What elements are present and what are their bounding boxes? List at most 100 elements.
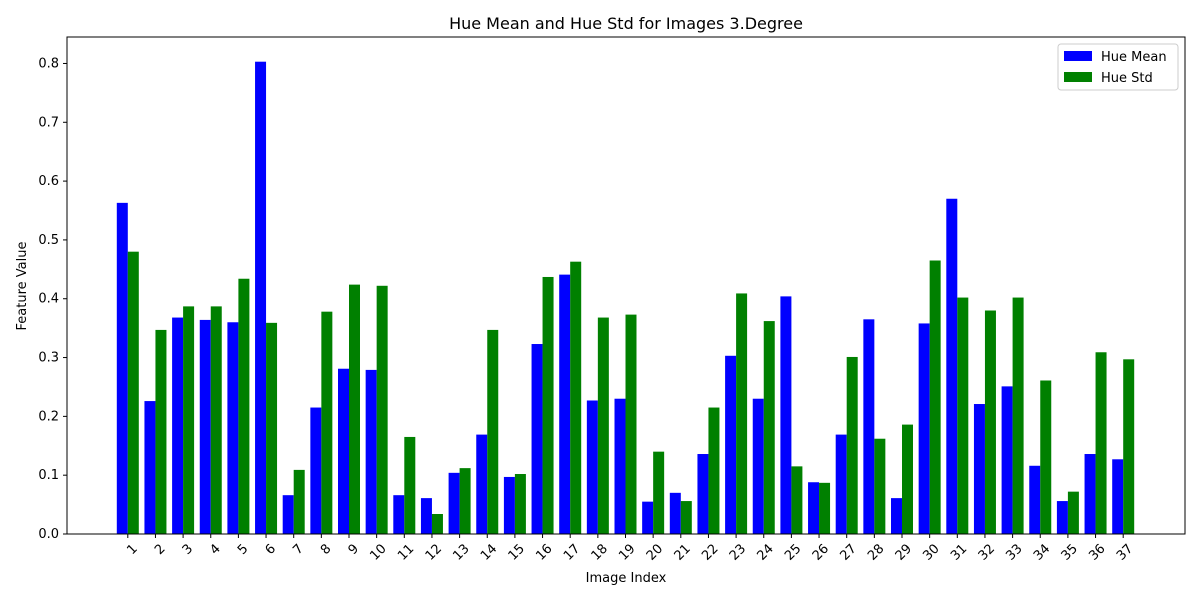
x-tick-label: 14 bbox=[478, 541, 500, 563]
bar-hue-mean-19 bbox=[614, 398, 626, 534]
bar-hue-mean-30 bbox=[918, 323, 930, 534]
bar-hue-std-29 bbox=[902, 424, 913, 534]
bar-hue-std-13 bbox=[459, 468, 471, 534]
y-tick-label: 0.2 bbox=[38, 409, 59, 424]
bar-hue-mean-35 bbox=[1056, 501, 1068, 534]
bar-hue-std-9 bbox=[349, 284, 360, 534]
bar-hue-std-32 bbox=[984, 310, 996, 534]
bar-hue-std-17 bbox=[570, 261, 582, 534]
y-tick-label: 0.4 bbox=[38, 292, 59, 307]
bar-hue-mean-13 bbox=[448, 472, 460, 534]
bar-hue-mean-22 bbox=[697, 454, 709, 534]
bar-hue-std-25 bbox=[791, 466, 803, 534]
x-tick-label: 12 bbox=[423, 541, 445, 563]
bar-hue-std-2 bbox=[155, 329, 167, 534]
x-tick-label: 10 bbox=[367, 541, 389, 563]
x-tick-label: 23 bbox=[727, 541, 749, 563]
bar-hue-mean-28 bbox=[863, 319, 875, 534]
bar-hue-std-20 bbox=[653, 451, 665, 534]
bar-hue-mean-26 bbox=[808, 482, 820, 534]
y-axis-label: Feature Value bbox=[15, 242, 30, 331]
plot-area: 0.00.10.20.30.40.50.60.70.81 2 3 4 5 6 7 8 9 10 11… bbox=[38, 36, 1186, 564]
bar-hue-std-30 bbox=[929, 260, 941, 534]
bar-hue-mean-6 bbox=[255, 61, 267, 534]
bar-hue-std-21 bbox=[680, 501, 692, 534]
bar-hue-std-28 bbox=[874, 438, 886, 534]
x-tick-label: 2 bbox=[152, 541, 168, 557]
bar-hue-mean-25 bbox=[780, 296, 792, 534]
legend-label-hue-mean: Hue Mean bbox=[1101, 50, 1167, 65]
x-tick-label: 9 bbox=[346, 541, 362, 557]
bar-hue-std-33 bbox=[1012, 297, 1024, 534]
bar-hue-std-1 bbox=[127, 251, 139, 534]
x-tick-label: 19 bbox=[616, 541, 638, 563]
bar-hue-mean-23 bbox=[725, 355, 737, 534]
bar-hue-mean-18 bbox=[586, 400, 598, 534]
bar-hue-mean-1 bbox=[116, 202, 128, 535]
y-tick-label: 0.8 bbox=[38, 56, 59, 71]
bar-hue-std-5 bbox=[238, 278, 250, 534]
bar-hue-std-36 bbox=[1095, 352, 1107, 534]
bar-hue-std-31 bbox=[957, 297, 969, 534]
x-tick-label: 25 bbox=[782, 541, 804, 563]
bar-hue-mean-12 bbox=[420, 498, 432, 534]
bar-hue-mean-29 bbox=[891, 498, 902, 534]
bar-hue-std-12 bbox=[431, 514, 443, 534]
x-tick-label: 37 bbox=[1114, 541, 1136, 563]
x-tick-label: 35 bbox=[1059, 541, 1081, 563]
x-tick-label: 30 bbox=[920, 541, 942, 563]
chart-title: Hue Mean and Hue Std for Images 3.Degree bbox=[449, 14, 803, 33]
x-tick-label: 24 bbox=[754, 541, 776, 563]
legend: Hue Mean Hue Std bbox=[1057, 43, 1179, 91]
y-tick-label: 0.5 bbox=[38, 233, 59, 248]
y-tick-label: 0.0 bbox=[38, 527, 59, 542]
bar-hue-mean-32 bbox=[973, 404, 985, 534]
x-tick-label: 11 bbox=[395, 541, 417, 563]
bar-hue-mean-11 bbox=[393, 495, 405, 534]
x-tick-label: 33 bbox=[1003, 541, 1025, 563]
y-tick-label: 0.7 bbox=[38, 115, 59, 130]
bar-hue-mean-21 bbox=[669, 492, 681, 534]
x-tick-label: 21 bbox=[672, 541, 694, 563]
bar-hue-mean-14 bbox=[476, 434, 488, 534]
bar-hue-std-7 bbox=[293, 469, 305, 534]
bar-hue-mean-33 bbox=[1001, 386, 1013, 534]
legend-label-hue-std: Hue Std bbox=[1101, 71, 1153, 86]
x-tick-label: 16 bbox=[533, 541, 555, 563]
bar-hue-mean-31 bbox=[946, 198, 958, 534]
bar-hue-std-26 bbox=[819, 482, 831, 534]
bar-hue-std-22 bbox=[708, 407, 720, 534]
x-tick-label: 27 bbox=[837, 541, 859, 563]
x-tick-label: 17 bbox=[561, 541, 583, 563]
bar-hue-std-23 bbox=[736, 293, 748, 534]
x-tick-label: 4 bbox=[207, 541, 223, 557]
bar-hue-mean-17 bbox=[559, 274, 571, 534]
bar-hue-mean-5 bbox=[227, 322, 239, 534]
x-tick-label: 7 bbox=[290, 541, 306, 557]
x-tick-label: 36 bbox=[1086, 541, 1108, 563]
bar-hue-mean-2 bbox=[144, 401, 156, 534]
y-tick-label: 0.1 bbox=[38, 468, 59, 483]
x-tick-label: 18 bbox=[589, 541, 611, 563]
bar-hue-std-19 bbox=[625, 314, 637, 534]
bar-hue-mean-20 bbox=[642, 501, 654, 534]
bar-hue-mean-16 bbox=[531, 344, 543, 534]
x-tick-label: 8 bbox=[318, 541, 334, 557]
x-tick-label: 26 bbox=[810, 541, 832, 563]
x-tick-label: 29 bbox=[893, 541, 915, 563]
bar-hue-std-11 bbox=[404, 436, 416, 534]
x-tick-label: 3 bbox=[180, 541, 196, 557]
legend-swatch-hue-std bbox=[1064, 72, 1092, 82]
bar-hue-std-6 bbox=[266, 322, 278, 534]
bar-hue-mean-10 bbox=[365, 369, 377, 534]
bar-hue-mean-4 bbox=[199, 319, 211, 534]
x-tick-label: 1 bbox=[124, 541, 140, 557]
bar-hue-mean-36 bbox=[1084, 454, 1096, 534]
bar-hue-std-10 bbox=[376, 285, 388, 534]
bar-hue-mean-7 bbox=[282, 495, 294, 534]
y-tick-label: 0.3 bbox=[38, 351, 59, 366]
y-tick-label: 0.6 bbox=[38, 174, 59, 189]
bar-hue-std-37 bbox=[1123, 359, 1135, 534]
bar-hue-mean-3 bbox=[172, 317, 184, 534]
